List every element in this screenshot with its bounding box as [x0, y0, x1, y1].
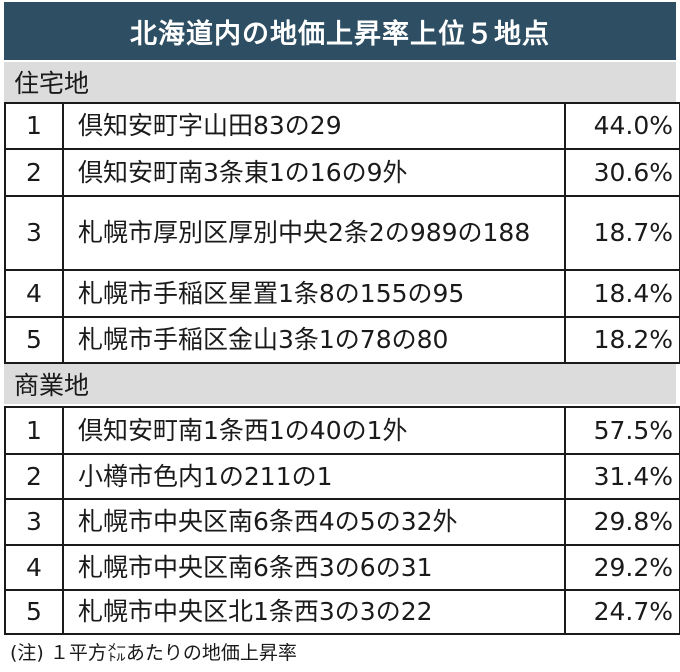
table-row: 3 札幌市厚別区厚別中央2条2の989の188 18.7%	[4, 195, 680, 271]
footnote: (注) １平方㍍あたりの地価上昇率	[10, 642, 297, 664]
location-cell: 札幌市中央区南6条西3の6の31	[62, 544, 566, 591]
location-cell: 倶知安町南3条東1の16の9外	[62, 148, 566, 197]
rank-cell: 4	[4, 269, 64, 318]
rate-cell: 24.7%	[564, 589, 680, 635]
rate-cell: 18.4%	[564, 269, 680, 318]
section-header-residential: 住宅地	[4, 62, 676, 102]
table-row: 2 倶知安町南3条東1の16の9外 30.6%	[4, 148, 680, 197]
location-cell: 札幌市手稲区星置1条8の155の95	[62, 269, 566, 318]
table-row: 5 札幌市手稲区金山3条1の78の80 18.2%	[4, 316, 680, 364]
rank-cell: 3	[4, 195, 64, 271]
table-row: 2 小樽市色内1の211の1 31.4%	[4, 453, 680, 500]
rate-cell: 29.8%	[564, 498, 680, 546]
location-cell: 札幌市厚別区厚別中央2条2の989の188	[62, 195, 566, 271]
rank-cell: 1	[4, 102, 64, 150]
residential-table: 1 倶知安町字山田83の29 44.0% 2 倶知安町南3条東1の16の9外 3…	[4, 102, 680, 364]
table-row: 1 倶知安町南1条西1の40の1外 57.5%	[4, 406, 680, 455]
rate-cell: 29.2%	[564, 544, 680, 591]
location-cell: 札幌市手稲区金山3条1の78の80	[62, 316, 566, 364]
rate-cell: 18.2%	[564, 316, 680, 364]
rate-cell: 44.0%	[564, 102, 680, 150]
rank-cell: 2	[4, 453, 64, 500]
page-title: 北海道内の地価上昇率上位５地点	[4, 2, 676, 60]
location-cell: 小樽市色内1の211の1	[62, 453, 566, 500]
location-cell: 倶知安町字山田83の29	[62, 102, 566, 150]
rate-cell: 57.5%	[564, 406, 680, 455]
rank-cell: 2	[4, 148, 64, 197]
table-row: 4 札幌市手稲区星置1条8の155の95 18.4%	[4, 269, 680, 318]
table-row: 5 札幌市中央区北1条西3の3の22 24.7%	[4, 589, 680, 635]
rank-cell: 3	[4, 498, 64, 546]
location-cell: 札幌市中央区北1条西3の3の22	[62, 589, 566, 635]
table-row: 1 倶知安町字山田83の29 44.0%	[4, 102, 680, 150]
section-header-commercial: 商業地	[4, 364, 676, 404]
rate-cell: 31.4%	[564, 453, 680, 500]
rate-cell: 18.7%	[564, 195, 680, 271]
table-row: 4 札幌市中央区南6条西3の6の31 29.2%	[4, 544, 680, 591]
rank-cell: 5	[4, 316, 64, 364]
rank-cell: 4	[4, 544, 64, 591]
commercial-table: 1 倶知安町南1条西1の40の1外 57.5% 2 小樽市色内1の211の1 3…	[4, 406, 680, 635]
rate-cell: 30.6%	[564, 148, 680, 197]
table-row: 3 札幌市中央区南6条西4の5の32外 29.8%	[4, 498, 680, 546]
location-cell: 倶知安町南1条西1の40の1外	[62, 406, 566, 455]
location-cell: 札幌市中央区南6条西4の5の32外	[62, 498, 566, 546]
rank-cell: 5	[4, 589, 64, 635]
rank-cell: 1	[4, 406, 64, 455]
